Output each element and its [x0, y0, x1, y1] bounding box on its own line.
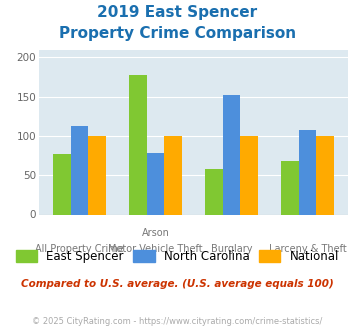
- Text: Larceny & Theft: Larceny & Theft: [269, 244, 346, 254]
- Text: Compared to U.S. average. (U.S. average equals 100): Compared to U.S. average. (U.S. average …: [21, 279, 334, 289]
- Bar: [147, 153, 164, 214]
- Bar: [164, 136, 182, 214]
- Text: Burglary: Burglary: [211, 244, 252, 254]
- Text: Arson: Arson: [142, 228, 169, 238]
- Bar: [240, 136, 258, 214]
- Bar: [71, 126, 88, 214]
- Text: Motor Vehicle Theft: Motor Vehicle Theft: [108, 244, 203, 254]
- Text: Property Crime Comparison: Property Crime Comparison: [59, 26, 296, 41]
- Bar: [316, 136, 334, 214]
- Text: © 2025 CityRating.com - https://www.cityrating.com/crime-statistics/: © 2025 CityRating.com - https://www.city…: [32, 317, 323, 326]
- Legend: East Spencer, North Carolina, National: East Spencer, North Carolina, National: [11, 245, 344, 268]
- Bar: [129, 76, 147, 214]
- Bar: [223, 95, 240, 214]
- Bar: [299, 130, 316, 214]
- Text: 2019 East Spencer: 2019 East Spencer: [97, 5, 258, 20]
- Bar: [53, 154, 71, 214]
- Bar: [205, 169, 223, 214]
- Text: All Property Crime: All Property Crime: [35, 244, 124, 254]
- Bar: [88, 136, 105, 214]
- Bar: [282, 161, 299, 214]
